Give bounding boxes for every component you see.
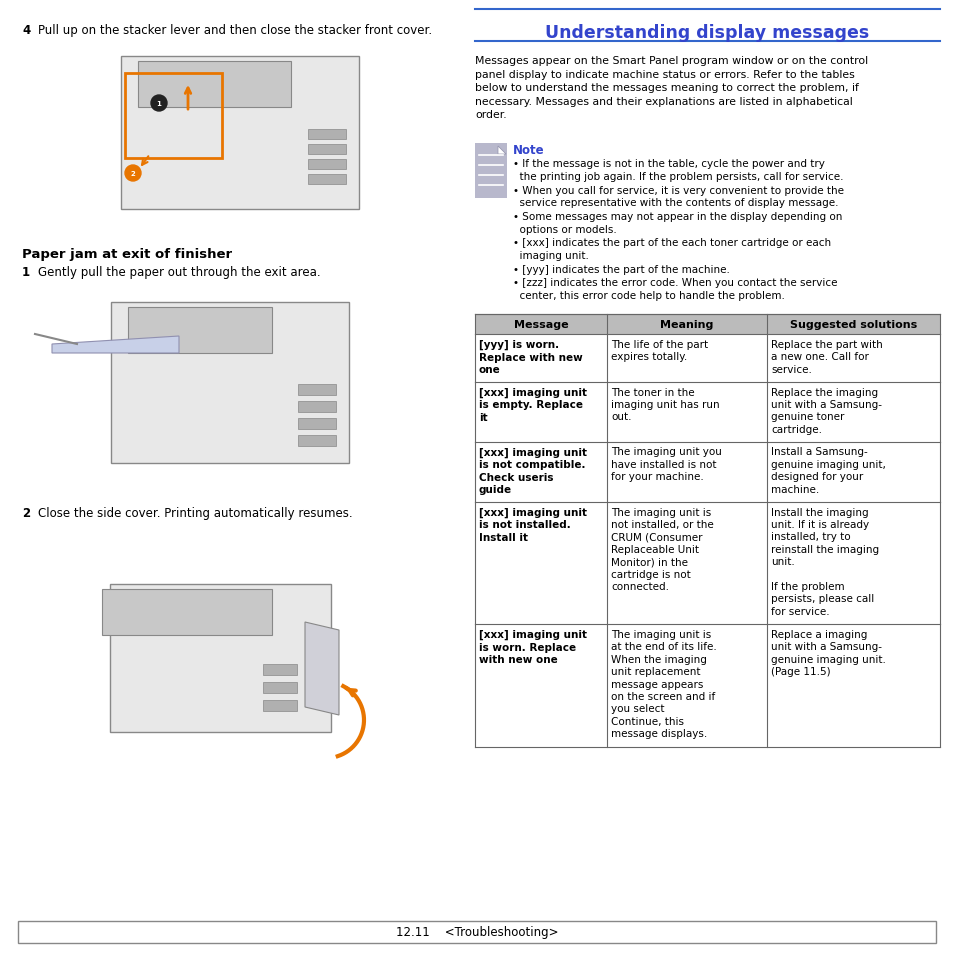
Text: Meaning: Meaning (659, 319, 713, 330)
Text: • Some messages may not appear in the display depending on
  options or models.: • Some messages may not appear in the di… (513, 212, 841, 234)
Text: Messages appear on the Smart Panel program window or on the control
panel displa: Messages appear on the Smart Panel progr… (475, 56, 867, 120)
Bar (110, 584, 331, 732)
Text: • [zzz] indicates the error code. When you contact the service
  center, this er: • [zzz] indicates the error code. When y… (513, 278, 837, 301)
Text: Install a Samsung-
genuine imaging unit,
designed for your
machine.: Install a Samsung- genuine imaging unit,… (770, 447, 885, 495)
Text: 12.11    <Troubleshooting>: 12.11 <Troubleshooting> (395, 925, 558, 939)
Bar (475, 382, 939, 442)
Circle shape (151, 96, 167, 112)
Text: Replace the part with
a new one. Call for
service.: Replace the part with a new one. Call fo… (770, 339, 882, 375)
Bar (297, 436, 335, 447)
Text: The toner in the
imaging unit has run
out.: The toner in the imaging unit has run ou… (610, 387, 719, 422)
Text: Pull up on the stacker lever and then close the stacker front cover.: Pull up on the stacker lever and then cl… (38, 24, 432, 37)
Bar (308, 145, 346, 154)
Text: [xxx] imaging unit
is not compatible.
Check useris
guide: [xxx] imaging unit is not compatible. Ch… (478, 447, 586, 495)
Bar (297, 385, 335, 395)
Bar (263, 700, 296, 711)
Bar (308, 130, 346, 140)
Bar (138, 62, 291, 108)
Text: Close the side cover. Printing automatically resumes.: Close the side cover. Printing automatic… (38, 506, 353, 519)
Text: [xxx] imaging unit
is not installed.
Install it: [xxx] imaging unit is not installed. Ins… (478, 507, 586, 542)
Bar (475, 442, 939, 502)
Bar (308, 160, 346, 170)
Text: 4: 4 (22, 24, 30, 37)
Bar (308, 174, 346, 185)
Bar (475, 144, 506, 199)
Text: 1: 1 (156, 101, 161, 107)
Text: Install the imaging
unit. If it is already
installed, try to
reinstall the imagi: Install the imaging unit. If it is alrea… (770, 507, 879, 616)
Bar (475, 624, 939, 747)
Bar (263, 682, 296, 693)
Text: Message: Message (513, 319, 568, 330)
Text: 2: 2 (22, 506, 30, 519)
Text: Replace the imaging
unit with a Samsung-
genuine toner
cartridge.: Replace the imaging unit with a Samsung-… (770, 387, 882, 435)
Bar (121, 57, 358, 210)
Bar (263, 664, 296, 676)
Polygon shape (52, 336, 179, 354)
Text: The life of the part
expires totally.: The life of the part expires totally. (610, 339, 707, 362)
Text: The imaging unit you
have installed is not
for your machine.: The imaging unit you have installed is n… (610, 447, 721, 482)
Text: Replace a imaging
unit with a Samsung-
genuine imaging unit.
(Page 11.5): Replace a imaging unit with a Samsung- g… (770, 629, 885, 677)
Text: • If the message is not in the table, cycle the power and try
  the printing job: • If the message is not in the table, cy… (513, 159, 842, 182)
Circle shape (125, 166, 141, 182)
Text: 1: 1 (22, 266, 30, 278)
Bar (475, 314, 939, 335)
Text: Gently pull the paper out through the exit area.: Gently pull the paper out through the ex… (38, 266, 320, 278)
Text: • [yyy] indicates the part of the machine.: • [yyy] indicates the part of the machin… (513, 265, 729, 274)
Bar (297, 401, 335, 413)
Bar (128, 308, 272, 354)
Bar (125, 74, 222, 159)
Text: [xxx] imaging unit
is worn. Replace
with new one: [xxx] imaging unit is worn. Replace with… (478, 629, 586, 664)
Text: 2: 2 (131, 171, 135, 177)
Text: Suggested solutions: Suggested solutions (789, 319, 916, 330)
Text: The imaging unit is
at the end of its life.
When the imaging
unit replacement
me: The imaging unit is at the end of its li… (610, 629, 716, 739)
Polygon shape (305, 622, 338, 716)
Bar (111, 303, 349, 463)
Text: • When you call for service, it is very convenient to provide the
  service repr: • When you call for service, it is very … (513, 185, 843, 208)
Bar (475, 502, 939, 624)
Bar (297, 418, 335, 430)
Bar (18, 921, 935, 943)
Text: Note: Note (513, 144, 544, 157)
Polygon shape (497, 147, 505, 154)
Text: Understanding display messages: Understanding display messages (545, 24, 869, 42)
Text: The imaging unit is
not installed, or the
CRUM (Consumer
Replaceable Unit
Monito: The imaging unit is not installed, or th… (610, 507, 713, 591)
Text: [xxx] imaging unit
is empty. Replace
it: [xxx] imaging unit is empty. Replace it (478, 387, 586, 422)
Bar (475, 335, 939, 382)
Text: [yyy] is worn.
Replace with new
one: [yyy] is worn. Replace with new one (478, 339, 582, 375)
Text: Paper jam at exit of finisher: Paper jam at exit of finisher (22, 248, 232, 261)
Text: • [xxx] indicates the part of the each toner cartridge or each
  imaging unit.: • [xxx] indicates the part of the each t… (513, 238, 830, 261)
Bar (102, 589, 272, 636)
